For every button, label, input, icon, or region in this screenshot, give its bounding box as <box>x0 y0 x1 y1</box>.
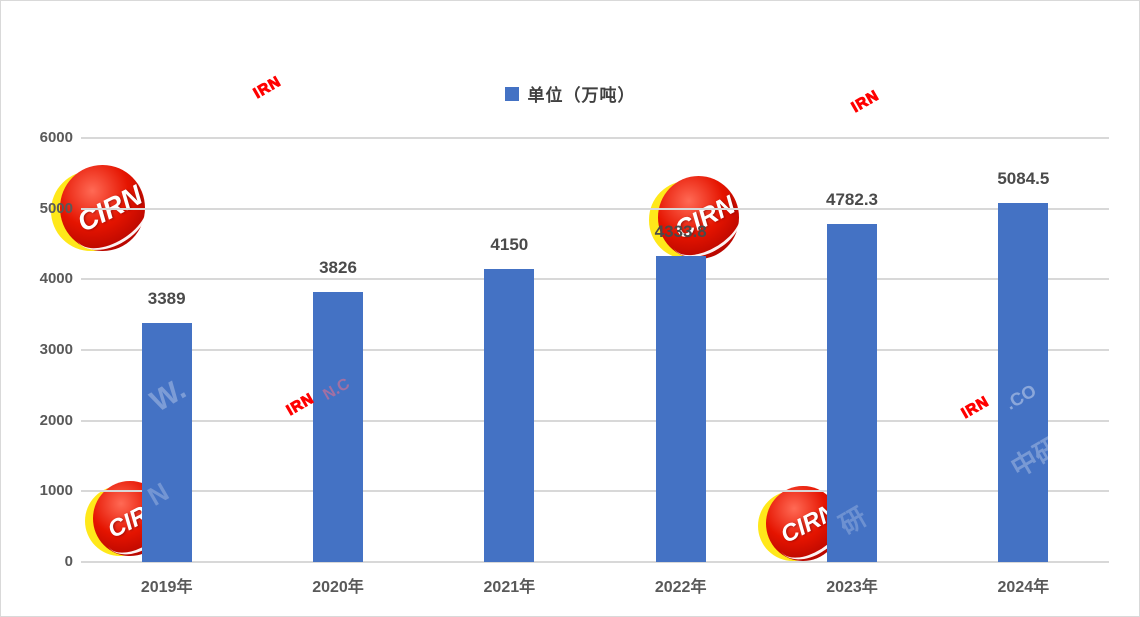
x-axis-category-label: 2021年 <box>483 579 536 596</box>
bar <box>655 255 706 562</box>
x-axis-category-label: 2019年 <box>140 579 193 596</box>
y-axis-tick-label: 1000 <box>39 482 73 500</box>
red-stamp-watermark: IRN <box>958 392 993 423</box>
y-axis-tick-label: 6000 <box>39 129 73 146</box>
bar-value-label: 4150 <box>490 234 529 254</box>
bar-value-label: 5084.5 <box>997 168 1050 188</box>
gridline <box>81 207 1109 210</box>
legend-label: 单位（万吨） <box>527 86 636 105</box>
cirn-logo-red-sphere <box>657 176 739 259</box>
y-axis-tick-label: 3000 <box>39 341 73 358</box>
gridline <box>81 349 1109 351</box>
gridline <box>81 278 1109 281</box>
gridline <box>81 490 1109 493</box>
x-axis-category-label: 2020年 <box>312 579 364 596</box>
y-axis-tick-label: 5000 <box>39 199 73 217</box>
legend-swatch <box>504 86 519 101</box>
bar <box>484 268 535 562</box>
bar <box>313 291 363 562</box>
x-axis-line <box>81 561 1109 563</box>
y-axis-tick-label: 2000 <box>39 411 73 429</box>
x-axis-category-label: 2024年 <box>997 579 1050 596</box>
bar <box>141 322 192 562</box>
bar <box>998 202 1049 562</box>
cirn-logo: CIRN <box>758 486 841 566</box>
gridline <box>81 137 1109 139</box>
y-axis-tick-label: 4000 <box>39 270 73 288</box>
bar <box>827 224 877 562</box>
bar-value-label: 3389 <box>147 288 186 308</box>
x-axis-category-label: 2022年 <box>654 579 707 596</box>
legend: 单位（万吨） <box>1 81 1139 106</box>
gridline <box>81 419 1109 422</box>
bar-value-label: 3826 <box>319 257 357 277</box>
y-axis-tick-label: 0 <box>64 553 73 570</box>
x-axis-category-label: 2023年 <box>826 579 878 596</box>
bar-value-label: 4782.3 <box>826 190 878 210</box>
cirn-logo: CIRN <box>649 176 740 264</box>
bar-value-label: 4333.8 <box>654 221 707 241</box>
